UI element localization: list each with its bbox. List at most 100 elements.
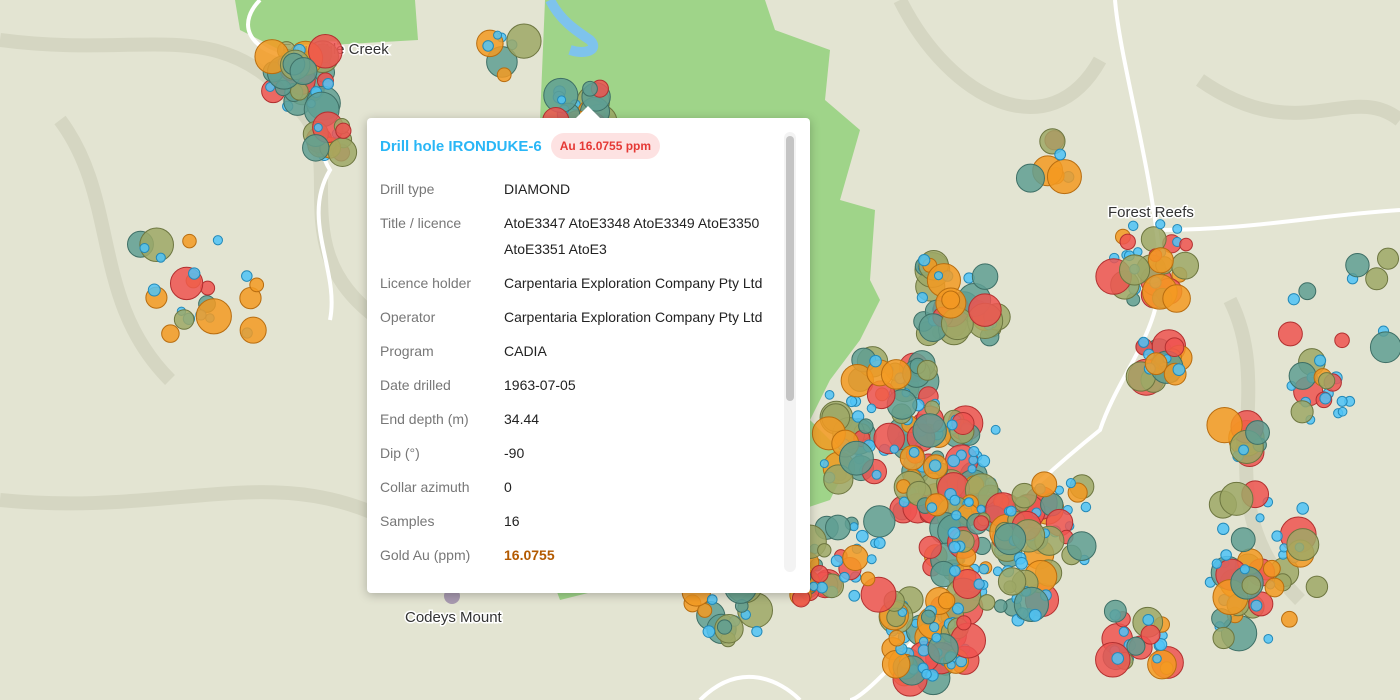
drill-hole[interactable]: [1277, 321, 1303, 347]
drill-hole[interactable]: [557, 95, 567, 105]
drill-hole[interactable]: [239, 316, 267, 344]
drill-hole[interactable]: [1171, 251, 1200, 280]
drill-hole[interactable]: [848, 589, 861, 602]
drill-hole[interactable]: [956, 615, 972, 631]
drill-hole[interactable]: [880, 359, 912, 390]
drill-hole[interactable]: [973, 578, 985, 590]
drill-hole[interactable]: [1220, 549, 1232, 561]
drill-hole[interactable]: [1138, 336, 1150, 348]
drill-hole[interactable]: [155, 252, 166, 263]
drill-hole[interactable]: [858, 418, 874, 434]
drill-hole[interactable]: [1263, 633, 1274, 644]
drill-hole[interactable]: [1334, 332, 1350, 349]
drill-hole[interactable]: [1011, 482, 1037, 509]
drill-hole[interactable]: [971, 263, 999, 290]
drill-hole[interactable]: [842, 544, 869, 572]
drill-hole[interactable]: [964, 497, 974, 508]
drill-hole[interactable]: [1118, 626, 1129, 637]
drill-hole[interactable]: [1172, 363, 1186, 376]
drill-hole[interactable]: [968, 293, 1002, 327]
drill-hole[interactable]: [918, 253, 931, 267]
drill-hole[interactable]: [1172, 223, 1183, 234]
drill-hole[interactable]: [855, 529, 869, 543]
drill-hole[interactable]: [951, 602, 964, 615]
drill-hole[interactable]: [506, 23, 542, 59]
drill-hole[interactable]: [992, 566, 1003, 577]
drill-hole[interactable]: [1217, 522, 1230, 536]
drill-hole[interactable]: [147, 283, 161, 297]
drill-hole[interactable]: [817, 543, 832, 558]
drill-hole[interactable]: [839, 571, 850, 583]
drill-hole[interactable]: [908, 446, 920, 458]
drill-hole[interactable]: [889, 444, 899, 454]
drill-hole[interactable]: [716, 619, 733, 635]
drill-hole[interactable]: [933, 271, 944, 281]
drill-hole[interactable]: [188, 267, 201, 280]
drill-hole[interactable]: [1245, 420, 1270, 445]
drill-hole[interactable]: [1281, 610, 1298, 628]
drill-hole[interactable]: [1305, 575, 1329, 599]
drill-hole[interactable]: [978, 594, 996, 611]
drill-hole[interactable]: [212, 235, 223, 246]
drill-hole[interactable]: [968, 446, 980, 458]
drill-hole[interactable]: [871, 469, 882, 480]
drill-hole[interactable]: [866, 554, 877, 565]
drill-hole[interactable]: [860, 571, 876, 587]
drill-hole[interactable]: [921, 668, 932, 680]
drill-hole[interactable]: [1119, 233, 1136, 250]
drill-hole[interactable]: [997, 567, 1027, 596]
drill-hole[interactable]: [313, 123, 323, 133]
drill-hole[interactable]: [1219, 481, 1254, 516]
drill-hole[interactable]: [482, 40, 494, 52]
drill-hole[interactable]: [327, 137, 358, 167]
drill-hole[interactable]: [873, 536, 886, 549]
drill-hole[interactable]: [1065, 478, 1076, 489]
drill-hole[interactable]: [1336, 395, 1348, 407]
drill-hole[interactable]: [866, 403, 877, 414]
drill-hole[interactable]: [1142, 613, 1155, 626]
drill-hole[interactable]: [1206, 406, 1243, 444]
drill-hole[interactable]: [976, 504, 986, 514]
drill-hole[interactable]: [819, 459, 829, 469]
drill-hole[interactable]: [751, 625, 763, 638]
drill-hole[interactable]: [1286, 528, 1320, 562]
drill-hole[interactable]: [924, 400, 940, 417]
drill-hole[interactable]: [335, 122, 352, 139]
drill-hole[interactable]: [1318, 372, 1336, 390]
drill-hole[interactable]: [873, 422, 905, 455]
drill-hole[interactable]: [990, 424, 1001, 435]
drill-hole[interactable]: [702, 625, 716, 638]
drill-hole[interactable]: [1046, 159, 1082, 195]
drill-hole[interactable]: [1066, 531, 1097, 561]
drill-hole[interactable]: [322, 78, 334, 90]
drill-hole[interactable]: [937, 591, 956, 610]
drill-hole[interactable]: [1271, 530, 1283, 542]
drill-hole[interactable]: [1287, 293, 1300, 306]
drill-hole[interactable]: [1288, 361, 1317, 390]
drill-hole[interactable]: [289, 57, 318, 86]
drill-hole[interactable]: [241, 270, 253, 282]
drill-hole[interactable]: [948, 540, 961, 554]
drill-hole[interactable]: [920, 609, 936, 625]
drill-hole[interactable]: [931, 632, 942, 643]
drill-hole[interactable]: [182, 233, 197, 249]
drill-hole[interactable]: [1263, 559, 1281, 578]
drill-hole[interactable]: [949, 565, 961, 577]
drill-hole[interactable]: [1230, 527, 1256, 553]
drill-hole[interactable]: [496, 67, 512, 83]
drill-hole[interactable]: [993, 599, 1008, 613]
drill-hole[interactable]: [823, 464, 854, 495]
drill-hole[interactable]: [1296, 502, 1310, 515]
drill-hole[interactable]: [1154, 638, 1168, 651]
drill-hole[interactable]: [947, 454, 961, 468]
drill-hole[interactable]: [967, 464, 977, 474]
drill-hole[interactable]: [869, 354, 882, 368]
drill-hole[interactable]: [824, 389, 835, 400]
drill-hole[interactable]: [951, 510, 962, 521]
drill-hole[interactable]: [846, 395, 858, 408]
drill-hole[interactable]: [1239, 564, 1250, 575]
drill-hole[interactable]: [173, 309, 195, 330]
drill-hole[interactable]: [949, 494, 961, 506]
drill-hole[interactable]: [1015, 163, 1045, 193]
drill-hole[interactable]: [1111, 652, 1125, 665]
